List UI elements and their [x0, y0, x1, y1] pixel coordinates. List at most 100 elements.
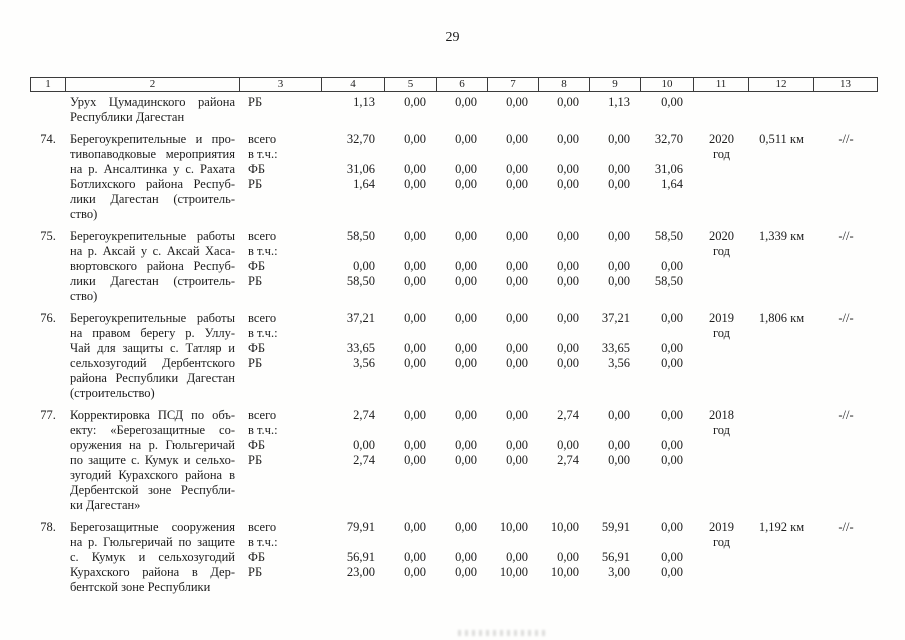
value: [641, 244, 683, 259]
row-number: 78.: [40, 520, 56, 534]
description-line: района Республики Дагестан: [70, 371, 235, 385]
value-column: 0,00 0,00 0,00: [385, 311, 437, 401]
value: [539, 326, 579, 341]
entry-description: Берегоукрепительные и про-тивопаводковые…: [66, 132, 240, 222]
funding-label: ФБ: [248, 341, 266, 355]
note-value: -//-: [838, 520, 854, 534]
value: 3,00: [608, 565, 630, 579]
value: 0,00: [455, 132, 477, 146]
value: 10,00: [499, 565, 528, 579]
value: 0,00: [455, 550, 477, 564]
value: 59,91: [601, 520, 630, 534]
value: 0,00: [404, 565, 426, 579]
funding-label: РБ: [248, 177, 263, 191]
description-line: Республики Дагестан: [70, 110, 185, 124]
value: 33,65: [601, 341, 630, 355]
description-line: Берегоукрепительные работы: [70, 229, 235, 243]
value-column: 37,21 33,65 3,56: [322, 311, 385, 401]
column-header: 12: [749, 77, 814, 92]
value: [539, 535, 579, 550]
value-column: 0,00 0,00 0,00: [539, 132, 590, 222]
value: 0,00: [404, 520, 426, 534]
funding-label: ФБ: [248, 162, 266, 176]
value-column: 0,00: [539, 95, 590, 125]
value: 3,56: [353, 356, 375, 370]
value: 0,00: [661, 311, 683, 325]
value: 0,00: [506, 229, 528, 243]
value: 56,91: [601, 550, 630, 564]
value: 0,00: [608, 229, 630, 243]
value: 0,00: [557, 132, 579, 146]
value: 0,00: [608, 453, 630, 467]
value: 0,00: [506, 259, 528, 273]
value-column: 58,50 0,00 58,50: [322, 229, 385, 304]
value: [385, 326, 426, 341]
funding-source-labels: всего в т.ч.: ФБ РБ: [240, 132, 322, 222]
funding-label: в т.ч.:: [248, 147, 278, 161]
value-column: 2,74 0,00 2,74: [539, 408, 590, 513]
description-line: ство): [70, 289, 98, 303]
value: 0,00: [661, 259, 683, 273]
note-value: [814, 95, 878, 125]
completion-year: 2018 год: [709, 408, 734, 437]
value: 2,74: [557, 408, 579, 422]
value: 0,00: [455, 356, 477, 370]
table-row: 77. Корректировка ПСД по объ-екту: «Берег…: [30, 408, 878, 513]
value: 0,00: [557, 95, 579, 109]
value: 0,00: [557, 341, 579, 355]
funding-label: всего: [248, 408, 277, 422]
description-line: на р. Гюльгеричай по защите: [70, 535, 235, 549]
length-value: 1,339 км: [758, 229, 805, 243]
value: 0,00: [404, 95, 426, 109]
value-column: 32,70 31,06 1,64: [641, 132, 694, 222]
value: 37,21: [346, 311, 375, 325]
description-line: на р. Ансалтинка у с. Рахата: [70, 162, 235, 176]
description-line: Ботлихского района Респуб-: [70, 177, 235, 191]
value: 1,13: [608, 95, 630, 109]
value: 0,00: [506, 408, 528, 422]
value-column: 0,00 0,00 0,00: [385, 520, 437, 595]
value: [322, 326, 375, 341]
value: [385, 244, 426, 259]
value: [437, 423, 477, 438]
value: 0,00: [661, 453, 683, 467]
value: 0,00: [506, 356, 528, 370]
value: 3,56: [608, 356, 630, 370]
value: 0,00: [557, 438, 579, 452]
value-column: 0,00 0,00 0,00: [641, 520, 694, 595]
value: 0,00: [557, 274, 579, 288]
value: 0,00: [557, 259, 579, 273]
completion-year: [694, 95, 749, 125]
funding-source-labels: всего в т.ч.: ФБ РБ: [240, 408, 322, 513]
table-header-row: 1 2 3 4 5 6 7 8 9 10 11 12 13: [30, 77, 878, 92]
table-body: Урух Цумадинского района Республики Дагес…: [30, 95, 878, 595]
description-line: с. Кумук и сельхозугодий: [70, 550, 235, 564]
value-column: 0,00 0,00 0,00: [437, 311, 488, 401]
funding-label: ФБ: [248, 550, 266, 564]
value: [437, 326, 477, 341]
value: 32,70: [654, 132, 683, 146]
column-header: 1: [30, 77, 66, 92]
value: 0,00: [404, 162, 426, 176]
value: 0,00: [506, 162, 528, 176]
value: 58,50: [346, 274, 375, 288]
table-row: 76. Берегоукрепительные работы на правом б…: [30, 311, 878, 401]
funding-label: всего: [248, 520, 277, 534]
value: 1,64: [661, 177, 683, 191]
value: 0,00: [455, 229, 477, 243]
projects-table: 1 2 3 4 5 6 7 8 9 10 11 12 13 Урух Цумадинского райо…: [30, 77, 878, 595]
value: 0,00: [557, 162, 579, 176]
value: 0,00: [661, 520, 683, 534]
value: [590, 244, 630, 259]
entry-description: Берегозащитные сооружения на р. Гюльгерич…: [66, 520, 240, 595]
funding-source-labels: всего в т.ч.: ФБ РБ: [240, 520, 322, 595]
value-column: 0,00 0,00 0,00: [437, 132, 488, 222]
description-line: Дербентской зоне Республи-: [70, 483, 235, 497]
value: [488, 244, 528, 259]
value: 0,00: [506, 95, 528, 109]
description-line: Урух Цумадинского района: [70, 95, 235, 109]
value: 0,00: [455, 259, 477, 273]
description-line: (строительство): [70, 386, 155, 400]
value: 0,00: [608, 162, 630, 176]
